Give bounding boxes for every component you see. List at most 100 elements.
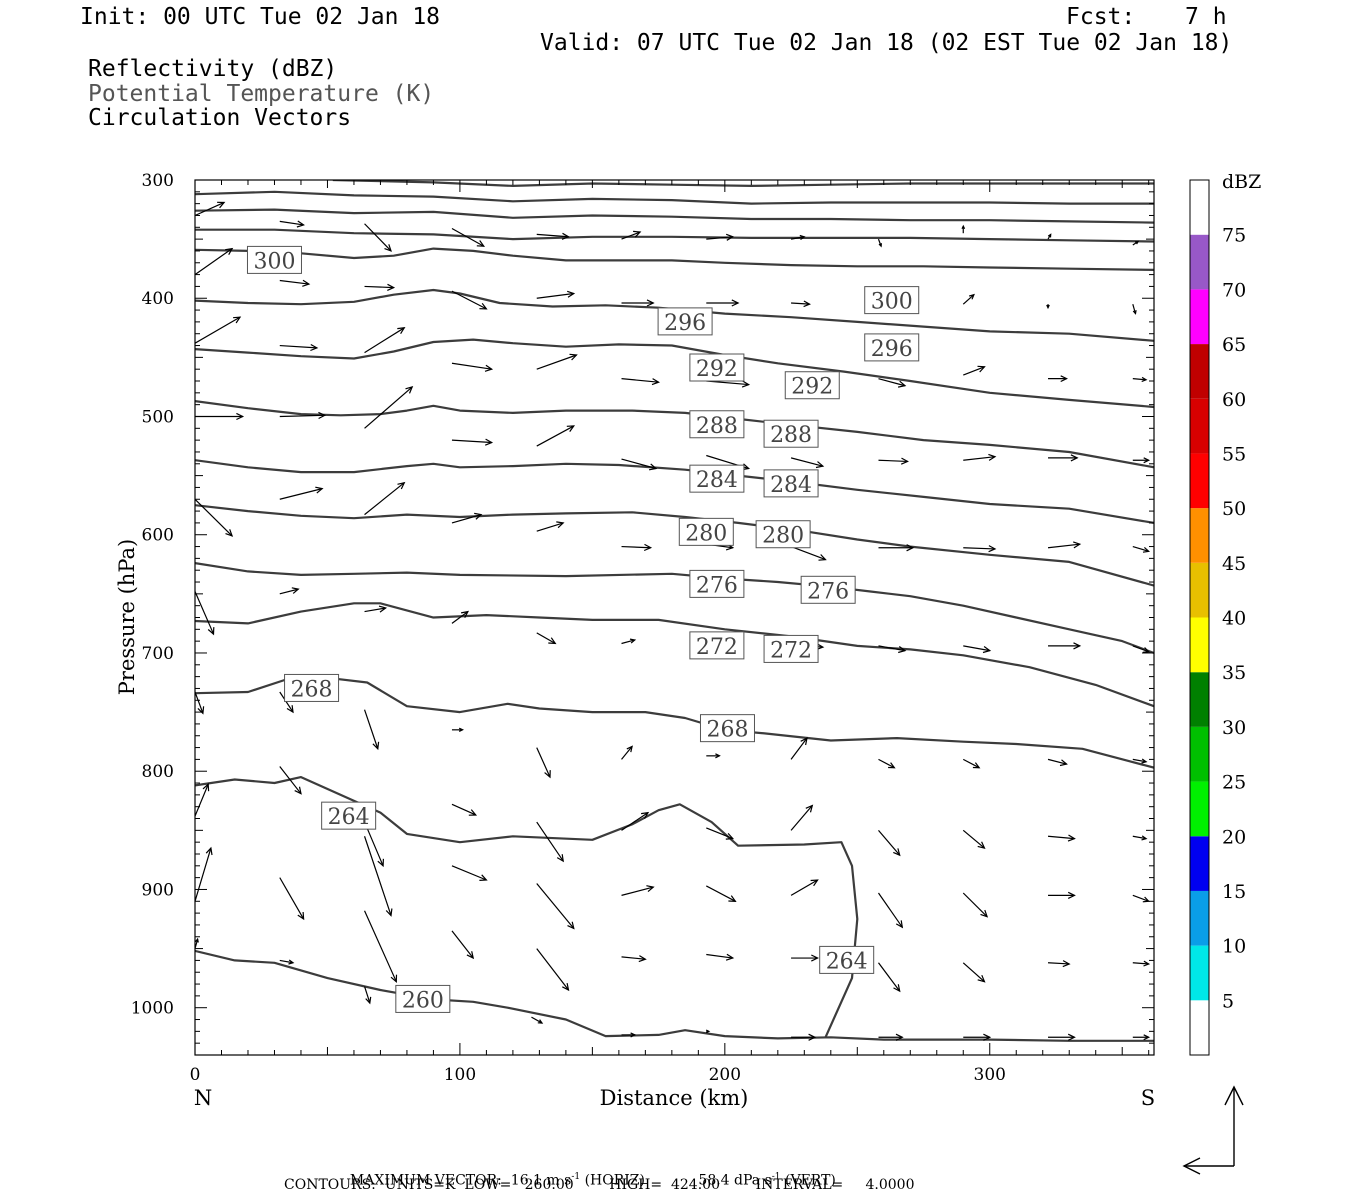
circulation-vector [451, 512, 483, 524]
circulation-vector [364, 283, 396, 291]
y-tick-label: 1000 [131, 999, 174, 1019]
forecast-hour: 7 h [1185, 4, 1227, 30]
circulation-vector [195, 247, 234, 276]
circulation-vector [790, 234, 806, 240]
contour-label: 292 [784, 371, 840, 400]
circulation-vector [1047, 834, 1076, 842]
circulation-vector [195, 591, 215, 636]
horiz-unit: m s [546, 1172, 572, 1189]
contour-label: 292 [689, 353, 745, 382]
contour-label-text: 300 [871, 290, 913, 315]
circulation-vector [195, 201, 226, 217]
circulation-vector [536, 632, 557, 645]
contour-label-text: 264 [826, 949, 868, 974]
circulation-vector [451, 290, 488, 310]
field-circulation-vectors: Circulation Vectors [88, 105, 352, 131]
contour-label-text: 272 [696, 635, 738, 660]
circulation-vector [536, 883, 575, 930]
circulation-vector [279, 766, 302, 795]
vert-value: 58.4 [698, 1172, 730, 1189]
contour-info: CONTOURS: UNITS=K LOW= 260.00 HIGH= 424.… [284, 1177, 915, 1193]
contour-label: 284 [763, 469, 819, 498]
contour-label-text: 288 [770, 423, 812, 448]
y-tick-label: 800 [142, 762, 174, 782]
circulation-vector [706, 299, 740, 307]
colorbar-bin [1190, 945, 1209, 1001]
circulation-vector [878, 457, 909, 465]
theta-contour-260 [195, 949, 1154, 1042]
colorbar-label: 40 [1222, 608, 1246, 630]
init-time: Init: 00 UTC Tue 02 Jan 18 [80, 4, 441, 30]
circulation-vector [363, 910, 398, 983]
colorbar-frame [1189, 179, 1210, 1056]
circulation-vector [962, 962, 986, 983]
colorbar-bin [1190, 672, 1209, 727]
circulation-vector [451, 438, 494, 446]
circulation-vector [1132, 645, 1150, 653]
y-tick-label: 300 [142, 171, 174, 191]
contour-label-text: 292 [791, 375, 833, 400]
circulation-vector [1132, 960, 1151, 967]
contour-label-text: 284 [696, 468, 738, 493]
circulation-vector [706, 827, 735, 840]
circulation-vector [791, 1033, 817, 1041]
circulation-vector [1047, 960, 1071, 968]
circulation-vector [621, 543, 653, 552]
circulation-vector [878, 962, 901, 993]
circulation-vector [1048, 1033, 1076, 1041]
contour-label: 296 [657, 307, 713, 336]
circulation-vector [790, 737, 808, 760]
contour-label-text: 300 [253, 249, 295, 274]
circulation-vector [705, 1029, 711, 1034]
contour-label: 288 [763, 419, 819, 448]
circulation-vector [364, 605, 388, 613]
colorbar-bin [1190, 180, 1209, 235]
x-end-right: S [1141, 1086, 1155, 1110]
x-tick-label: 300 [974, 1065, 1006, 1085]
colorbar-bin [1190, 453, 1209, 509]
circulation-vector [536, 747, 551, 779]
colorbar-label: 55 [1222, 443, 1246, 465]
theta-contour-264 [195, 775, 859, 1038]
y-tick-label: 700 [142, 644, 174, 664]
circulation-vector [621, 638, 637, 645]
colorbar-bin [1190, 344, 1209, 399]
circulation-vector [706, 885, 737, 902]
theta-contour-316 [332, 180, 1154, 187]
circulation-vector [279, 486, 324, 500]
circulation-vector [451, 930, 475, 960]
circulation-vector [878, 758, 896, 769]
x-axis-title: Distance (km) [600, 1086, 749, 1110]
circulation-vector [1132, 240, 1140, 246]
colorbar-bin [1190, 781, 1209, 837]
colorbar-bin [1190, 890, 1209, 946]
circulation-vector [451, 727, 465, 732]
circulation-vector [536, 425, 576, 447]
horiz-tag: (HORIZ) [584, 1172, 645, 1189]
contour-label: 296 [864, 333, 920, 362]
contour-label-text: 280 [685, 521, 727, 546]
colorbar-label: 75 [1222, 225, 1246, 247]
circulation-vector [1048, 891, 1076, 899]
colorbar-label: 50 [1222, 498, 1246, 520]
circulation-vector [621, 230, 642, 240]
circulation-vector [363, 709, 380, 751]
circulation-vector [1047, 233, 1052, 240]
circulation-vector [363, 986, 372, 1005]
contour-label: 264 [819, 945, 875, 974]
circulation-vector [195, 691, 205, 715]
circulation-vector [790, 879, 819, 896]
circulation-vector [621, 885, 655, 896]
circulation-vector [791, 954, 819, 962]
circulation-vector [451, 362, 494, 372]
contour-label: 300 [246, 245, 302, 274]
circulation-vector [364, 481, 406, 516]
circulation-vector [621, 458, 658, 471]
contour-label-text: 296 [664, 311, 706, 336]
vert-exponent: -1 [771, 1172, 781, 1182]
contour-label-layer: 300 300 296 296 292 292 288 288 284 284 280 280 276 2… [246, 245, 920, 1013]
theta-contour-288 [195, 400, 1154, 469]
reference-vector-icon [1182, 1085, 1244, 1175]
x-tick-label: 0 [190, 1065, 201, 1085]
contour-label-text: 292 [696, 357, 738, 382]
